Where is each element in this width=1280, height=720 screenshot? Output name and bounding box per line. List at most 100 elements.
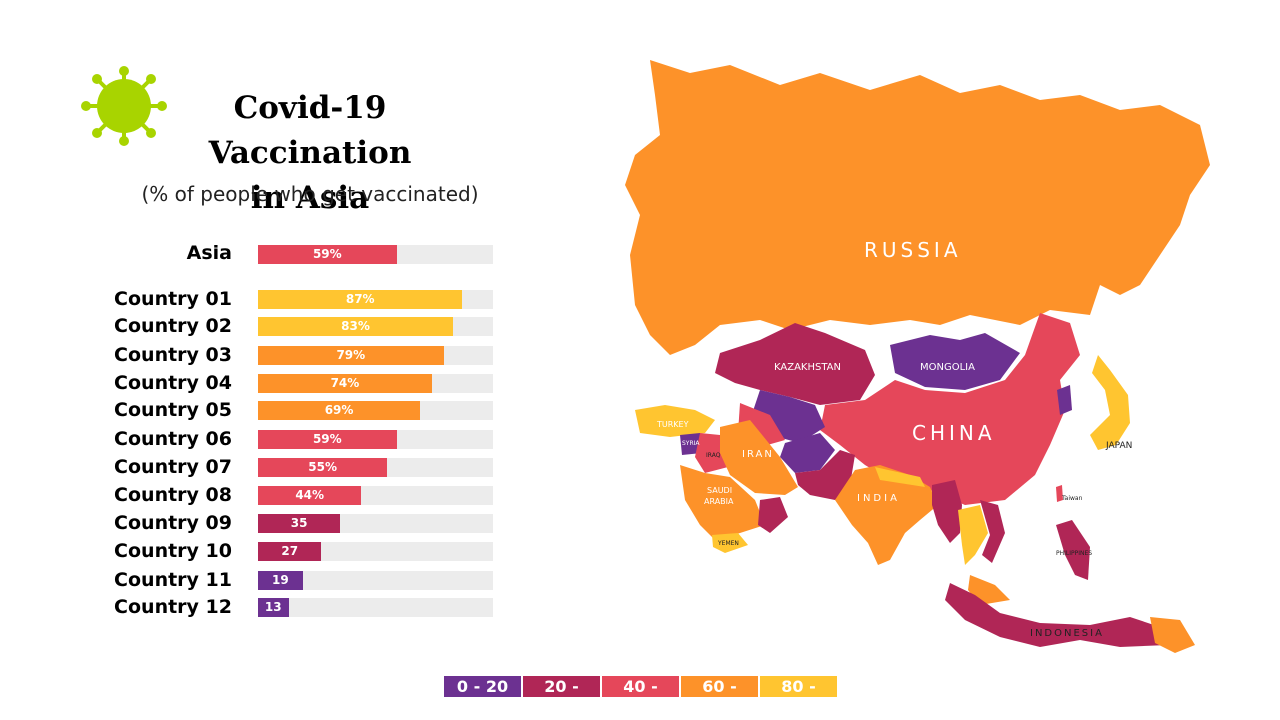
map-region-myanmar [932,480,962,543]
country-bar-value: 79% [336,348,366,362]
map-label-saudi-1: SAUDI [707,486,732,495]
country-bar-fill: 74% [258,374,432,393]
map-label-kazakhstan: KAZAKHSTAN [774,362,841,373]
map-region-afghanistan [780,433,835,473]
country-label: Country 09 [114,512,232,534]
country-bar-value: 13 [264,600,282,614]
map-region-iran [720,420,798,495]
country-label: Country 02 [114,315,232,337]
title-line-1: Covid-19 Vaccination [208,90,412,171]
country-bar-track: 74% [258,374,493,393]
country-bar-value: 59% [312,432,342,446]
map-region-nepal [875,467,925,487]
map-label-iran: IRAN [742,449,774,460]
country-bar-fill: 13 [258,598,289,617]
map-region-china [820,313,1080,505]
country-bar-fill: 27 [258,542,322,561]
country-label: Country 04 [114,372,232,394]
page-subtitle: (% of people who get vaccinated) [141,182,479,206]
color-legend: 0 - 20 20 -40 -60 -80 - [444,676,839,697]
map-label-turkey: TURKEY [656,420,689,429]
map-region-syria [680,433,702,455]
country-bar-track: 19 [258,571,493,590]
map-label-japan: JAPAN [1105,441,1132,451]
map-label-taiwan: Taiwan [1061,495,1083,502]
country-label: Country 11 [114,569,232,591]
country-bar-track: 13 [258,598,493,617]
country-bar-fill: 79% [258,346,444,365]
map-label-mongolia: MONGOLIA [920,362,975,373]
map-region-korea [1057,385,1072,415]
country-label: Country 10 [114,540,232,562]
country-bar-fill: 87% [258,290,463,309]
country-bar-value: 35 [290,516,308,530]
map-region-papua [1150,617,1195,653]
country-bar-value: 27 [281,544,299,558]
map-label-syria: SYRIA [682,440,700,447]
asia-bar-value: 59% [312,247,342,261]
legend-item: 40 - [602,676,679,697]
country-bar-track: 35 [258,514,493,533]
map-region-vietnam [980,500,1005,563]
country-bar-fill: 44% [258,486,362,505]
country-bar-fill: 55% [258,458,388,477]
country-bar-track: 55% [258,458,493,477]
map-label-saudi-2: ARABIA [704,497,734,506]
country-label: Country 03 [114,344,232,366]
country-bar-fill: 19 [258,571,303,590]
map-label-russia: RUSSIA [864,238,962,262]
country-bar-value: 55% [308,460,337,474]
country-bar-value: 19 [271,573,289,587]
map-region-oman [758,497,788,533]
map-label-yemen: YEMEN [717,540,739,547]
country-label: Country 08 [114,484,232,506]
asia-label: Asia [186,242,232,264]
map-region-turkey [635,405,715,437]
country-bar-fill: 69% [258,401,421,420]
country-bar-track: 83% [258,317,493,336]
map-region-iraq [695,433,728,473]
country-label: Country 07 [114,456,232,478]
country-bar-track: 27 [258,542,493,561]
legend-item: 0 - 20 [444,676,521,697]
asia-bar-fill: 59% [258,245,397,264]
legend-item: 20 - [523,676,600,697]
country-bar-value: 83% [341,319,370,333]
asia-map: RUSSIA KAZAKHSTAN MONGOLIA CHINA TURKEY … [625,60,1210,653]
page-title: Covid-19 Vaccination in Asia [140,86,480,221]
map-region-russia [625,60,1210,355]
map-region-mongolia [890,333,1020,390]
country-label: Country 06 [114,428,232,450]
map-region-yemen [712,533,748,553]
country-label: Country 05 [114,399,232,421]
country-bar-track: 44% [258,486,493,505]
country-bar-track: 69% [258,401,493,420]
country-bar-value: 69% [324,403,354,417]
map-region-taiwan [1056,485,1063,502]
map-region-indonesia [945,583,1168,647]
map-label-indonesia: INDONESIA [1030,628,1104,639]
country-bar-value: 74% [330,376,360,390]
country-bar-fill: 35 [258,514,341,533]
map-region-malaysia [968,575,1010,605]
map-region-pakistan [795,450,855,500]
country-bar-track: 87% [258,290,493,309]
country-bar-fill: 83% [258,317,454,336]
country-label: Country 12 [114,596,232,618]
map-region-india [835,465,938,565]
map-label-china: CHINA [912,421,996,445]
country-bar-value: 87% [345,292,375,306]
map-region-thailand [958,505,988,565]
asia-bar-track: 59% [258,245,493,264]
title-line-2: in Asia [250,180,370,216]
country-bar-track: 79% [258,346,493,365]
legend-item: 80 - [760,676,837,697]
country-bar-value: 44% [295,488,325,502]
map-region-kazakhstan [715,323,875,405]
country-bar-fill: 59% [258,430,397,449]
map-region-philippines [1056,520,1090,580]
map-label-iraq: IRAQ [706,452,721,459]
legend-item: 60 - [681,676,758,697]
map-region-saudi-arabia [680,465,765,540]
map-label-india: INDIA [857,493,900,504]
